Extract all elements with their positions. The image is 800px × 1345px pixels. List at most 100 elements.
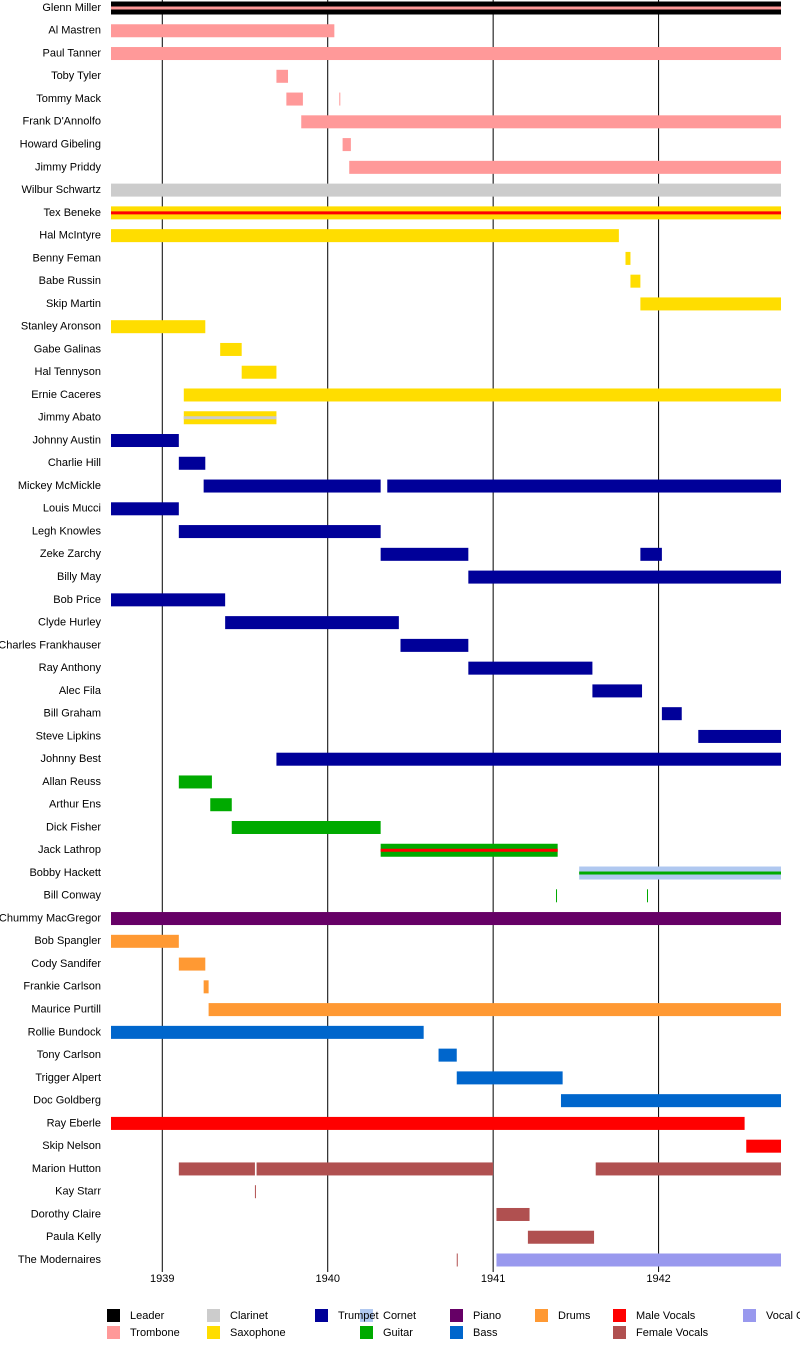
bar xyxy=(387,479,781,493)
legend-label: Cornet xyxy=(383,1310,416,1322)
legend-label: Male Vocals xyxy=(636,1310,696,1322)
row-label: Charles Frankhauser xyxy=(0,639,101,651)
bar-stripe xyxy=(111,6,781,10)
row-label: The Modernaires xyxy=(18,1254,102,1266)
bar xyxy=(111,502,179,516)
row-label: Kay Starr xyxy=(55,1186,101,1198)
row-label: Johnny Austin xyxy=(33,434,102,446)
bar xyxy=(111,24,335,38)
row-label: Al Mastren xyxy=(48,25,101,37)
bar xyxy=(556,889,558,903)
row-label: Bill Conway xyxy=(44,890,102,902)
bar xyxy=(111,47,781,61)
row-label: Tommy Mack xyxy=(36,93,101,105)
bar xyxy=(183,388,781,402)
row-label: Maurice Purtill xyxy=(31,1004,101,1016)
bar xyxy=(111,1025,424,1039)
row-label: Dorothy Claire xyxy=(31,1208,101,1220)
legend-label: Vocal Group xyxy=(766,1310,800,1322)
bar xyxy=(203,980,209,994)
row-label: Bob Spangler xyxy=(34,935,101,947)
row-label: Dick Fisher xyxy=(46,821,101,833)
bar xyxy=(178,456,206,470)
row-label: Babe Russin xyxy=(39,275,101,287)
x-tick-label: 1940 xyxy=(315,1273,339,1285)
row-label: Louis Mucci xyxy=(43,503,101,515)
row-label: Doc Goldberg xyxy=(33,1095,101,1107)
bar xyxy=(468,661,593,675)
row-label: Skip Nelson xyxy=(42,1140,101,1152)
legend-swatch xyxy=(360,1309,373,1322)
bar-stripe xyxy=(111,211,781,215)
row-label: Stanley Aronson xyxy=(21,321,101,333)
bar xyxy=(698,729,781,743)
row-label: Johnny Best xyxy=(40,753,101,765)
row-label: Paula Kelly xyxy=(46,1231,102,1243)
legend-swatch xyxy=(207,1309,220,1322)
bar xyxy=(640,547,662,561)
bar xyxy=(625,251,631,265)
bar xyxy=(342,138,351,152)
bar xyxy=(231,820,381,834)
row-label: Steve Lipkins xyxy=(36,730,102,742)
bar xyxy=(496,1253,781,1267)
bar xyxy=(111,434,179,448)
bar xyxy=(380,547,469,561)
legend-label: Female Vocals xyxy=(636,1327,709,1339)
row-label: Jimmy Priddy xyxy=(35,161,102,173)
row-label: Legh Knowles xyxy=(32,525,102,537)
row-label: Rollie Bundock xyxy=(28,1026,102,1038)
legend-label: Trumpet xyxy=(338,1310,379,1322)
row-label: Zeke Zarchy xyxy=(40,548,102,560)
bar xyxy=(256,1162,494,1176)
row-label: Skip Martin xyxy=(46,298,101,310)
bar xyxy=(592,684,643,698)
bar xyxy=(630,274,641,288)
row-label: Bill Graham xyxy=(44,708,101,720)
bar xyxy=(640,297,781,311)
bar-stripe xyxy=(183,416,277,420)
legend-swatch xyxy=(107,1326,120,1339)
bar xyxy=(111,593,226,607)
x-tick-label: 1941 xyxy=(481,1273,505,1285)
bar xyxy=(527,1230,595,1244)
legend-swatch xyxy=(613,1309,626,1322)
bar xyxy=(178,775,212,789)
row-label: Cody Sandifer xyxy=(31,958,101,970)
row-label: Clyde Hurley xyxy=(38,617,101,629)
row-label: Frank D'Annolfo xyxy=(22,116,101,128)
row-label: Bob Price xyxy=(53,594,101,606)
bar xyxy=(111,229,619,243)
bar xyxy=(241,365,277,379)
bar xyxy=(560,1094,781,1108)
legend-swatch xyxy=(743,1309,756,1322)
bar xyxy=(339,92,341,106)
row-label: Glenn Miller xyxy=(42,2,101,14)
row-label: Hal Tennyson xyxy=(35,366,101,378)
row-label: Wilbur Schwartz xyxy=(22,184,101,196)
row-label: Jack Lathrop xyxy=(38,844,101,856)
row-label: Howard Gibeling xyxy=(20,138,101,150)
bar-stripe xyxy=(579,871,781,875)
bar xyxy=(276,69,289,83)
bar xyxy=(746,1139,781,1153)
bar xyxy=(208,1003,782,1017)
bar xyxy=(254,1185,256,1199)
legend-label: Clarinet xyxy=(230,1310,268,1322)
legend-swatch xyxy=(107,1309,120,1322)
legend-label: Trombone xyxy=(130,1327,180,1339)
row-label: Hal McIntyre xyxy=(39,230,101,242)
row-label: Tex Beneke xyxy=(44,207,101,219)
row-label: Marion Hutton xyxy=(32,1163,101,1175)
bar xyxy=(456,1253,458,1267)
bar xyxy=(111,320,206,334)
bar xyxy=(595,1162,781,1176)
bar xyxy=(111,934,179,948)
bar xyxy=(225,616,399,630)
legend-swatch xyxy=(315,1309,328,1322)
legend-label: Drums xyxy=(558,1310,591,1322)
bar xyxy=(400,638,469,652)
row-label: Arthur Ens xyxy=(49,799,101,811)
